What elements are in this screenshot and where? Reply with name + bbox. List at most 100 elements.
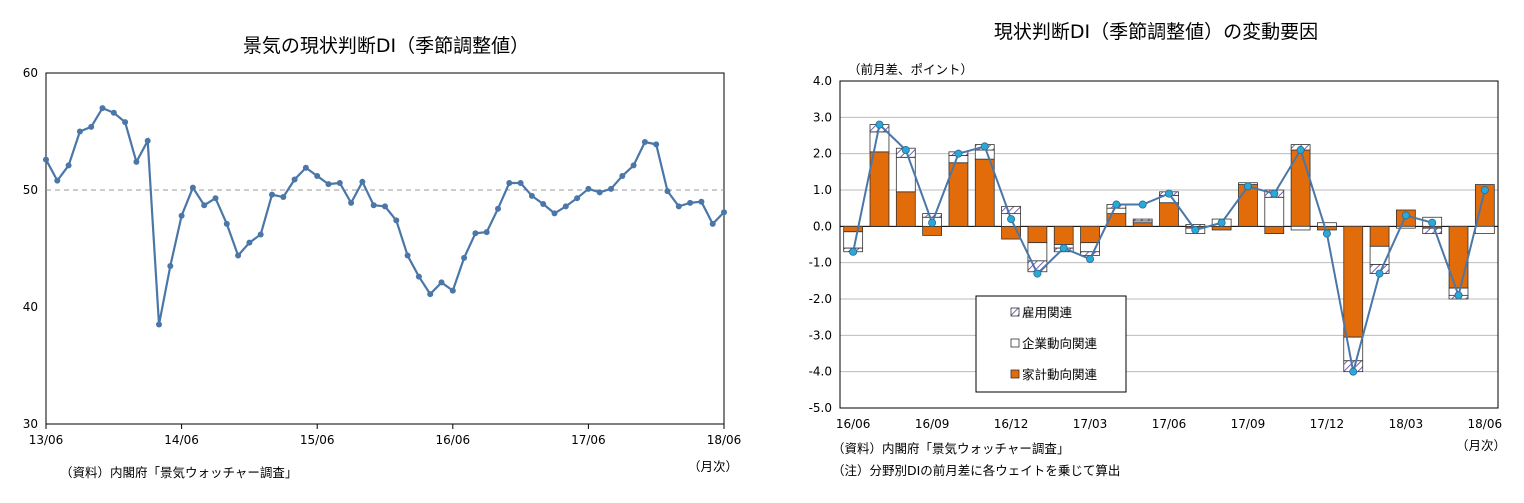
di-data-point [189,184,196,191]
di-data-point [133,158,140,165]
di-data-point [495,205,501,212]
x-tick-label: 14/06 [164,433,199,447]
left-chart-title: 景気の現状判断DI（季節調整値） [243,35,529,57]
legend-item-employment-label: 雇用関連 [1022,305,1073,320]
x-tick-label: 18/06 [1468,417,1503,431]
x-tick-label: 16/06 [436,433,471,447]
di-data-point [302,164,309,171]
di-data-point [382,203,388,210]
di-data-point [223,220,230,227]
total-change-point [1270,189,1279,198]
total-change-point [1428,218,1437,227]
bar-segment [1053,225,1074,245]
di-data-point [359,178,366,185]
bar-segment [1080,225,1100,244]
di-data-point [698,198,705,205]
bar-segment [1027,225,1048,244]
legend-item-household-label: 家計動向関連 [1022,367,1098,382]
right-source-note: （資料）内閣府「景気ウォッチャー調査」 [832,441,1069,456]
y-tick-label: -2.0 [809,292,832,306]
di-data-point [608,185,614,192]
y-tick-label: -1.0 [809,256,832,270]
di-data-point [348,199,355,206]
right-method-note: （注）分野別DIの前月差に各ウェイトを乗じて算出 [832,463,1120,478]
di-data-point [653,141,660,148]
x-tick-label: 18/03 [1389,417,1424,431]
bar-segment [974,149,995,160]
y-tick-label: -4.0 [809,365,832,379]
di-data-point [472,230,479,237]
right-chart-title: 現状判断DI（季節調整値）の変動要因 [994,21,1318,43]
bar-segment [869,131,890,153]
total-change-point [1217,218,1226,227]
y-tick-label: 40 [23,300,38,314]
bar-segment [1317,222,1337,227]
total-change-point [875,120,884,129]
bar-segment [1001,205,1021,215]
di-data-point [212,195,219,202]
bar-segment [1317,225,1337,231]
di-data-point [246,239,253,246]
bar-segment [1080,251,1100,256]
total-change-point [1296,146,1305,155]
bar-segment [1264,196,1285,227]
total-change-point [1007,215,1016,224]
left-source-note: （資料）内閣府「景気ウォッチャー調査」 [60,465,297,480]
y-tick-label: 2.0 [813,147,832,161]
total-change-point [954,149,963,158]
di-data-point [709,220,716,227]
total-change-point [980,142,989,151]
di-data-point [235,252,242,259]
x-tick-label: 17/06 [571,433,606,447]
di-data-point [122,119,129,126]
di-data-point [721,209,727,216]
di-data-point [88,123,95,130]
di-data-point [201,202,208,209]
di-data-point [167,263,174,270]
bar-segment [922,225,942,236]
left-unit-label: （月次） [688,459,738,474]
di-data-point [675,203,682,210]
bar-segment [1132,218,1153,222]
di-data-point [280,194,287,201]
bar-segment [974,158,995,227]
di-data-point [540,201,547,208]
bar-segment [1474,225,1495,234]
bar-segment [1396,225,1416,229]
y-tick-label: 1.0 [813,183,832,197]
di-data-point [574,195,581,202]
total-change-point [1059,244,1068,253]
di-data-point [641,139,648,146]
di-data-point [528,192,535,199]
total-change-point [901,146,910,155]
total-change-point [1191,225,1200,234]
x-tick-label: 17/03 [1073,417,1108,431]
total-change-point [1375,269,1384,278]
total-change-point [1454,291,1463,300]
di-data-point [99,105,106,112]
bar-segment [843,225,864,233]
x-tick-label: 16/12 [994,417,1029,431]
di-data-point [506,179,513,186]
x-tick-label: 17/09 [1231,417,1266,431]
x-tick-label: 13/06 [29,433,64,447]
bar-segment [922,213,942,218]
bar-segment [1211,225,1232,231]
y-tick-label: 0.0 [813,219,832,233]
di-data-point [551,210,558,217]
total-change-point [1349,367,1358,376]
di-data-point [461,254,468,261]
legend-item-household-swatch [1010,369,1020,379]
di-data-point [178,212,185,219]
total-change-line [852,122,1486,372]
di-data-point [585,185,592,192]
y-tick-label: 4.0 [813,74,832,88]
di-data-point [483,229,490,236]
bar-segment [1132,222,1153,227]
di-data-point [110,109,117,116]
di-data-point [393,217,400,224]
legend-box [975,295,1127,393]
di-data-point [596,189,603,196]
di-data-point [336,179,343,186]
legend-item-employment-swatch [1010,307,1020,317]
